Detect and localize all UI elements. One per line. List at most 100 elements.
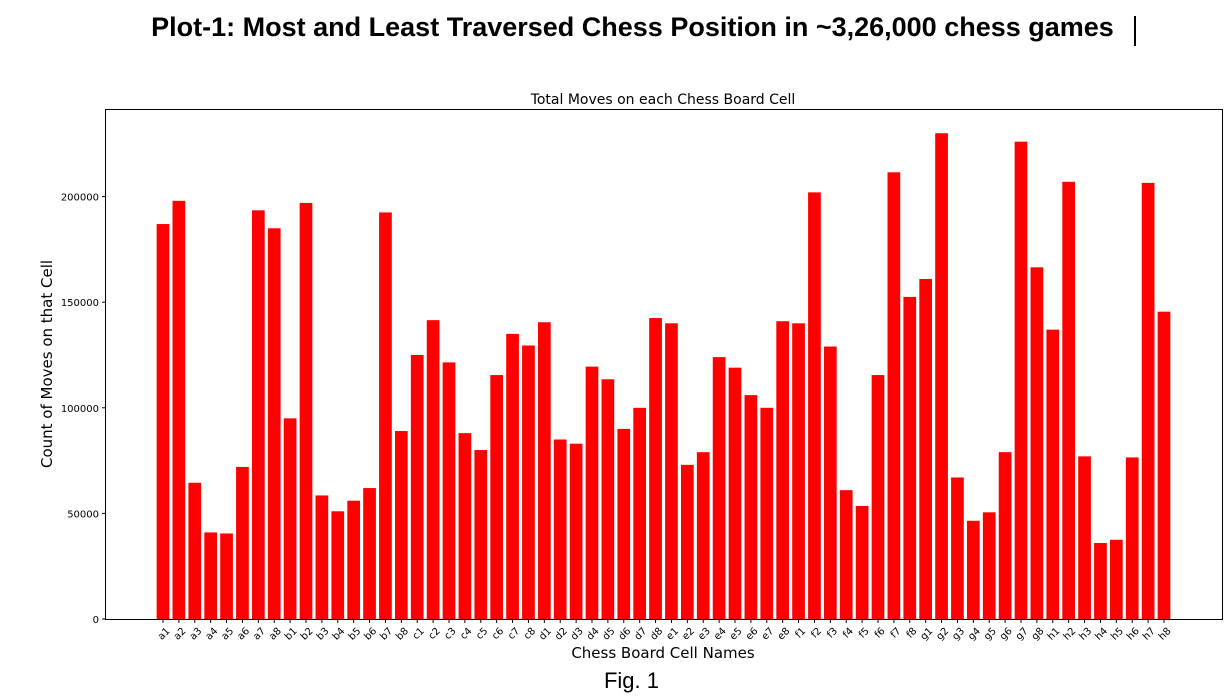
figure-caption: Fig. 1	[603, 668, 660, 693]
chart-title: Total Moves on each Chess Board Cell	[530, 92, 796, 108]
bar-g3	[951, 477, 964, 619]
x-tick-label: d4	[585, 626, 602, 643]
x-tick-label: d5	[601, 626, 618, 643]
bar-a5	[220, 533, 233, 619]
x-tick-label: b6	[362, 626, 379, 643]
bar-e6	[744, 395, 758, 619]
x-tick-label: f5	[857, 626, 872, 641]
bar-a7	[251, 210, 265, 619]
bar-a1	[156, 224, 170, 620]
bar-c4	[458, 433, 472, 619]
bar-e2	[680, 464, 694, 619]
bar-f1	[792, 323, 805, 619]
bar-d2	[553, 439, 567, 619]
x-tick-label: d6	[617, 626, 634, 643]
x-tick-label: b2	[299, 626, 316, 643]
bar-h2	[1062, 181, 1076, 619]
bar-g7	[1014, 141, 1028, 619]
figure-suptitle: Plot-1: Most and Least Traversed Chess P…	[151, 12, 1114, 42]
bar-d1	[537, 322, 551, 619]
bar-c5	[474, 450, 488, 619]
x-tick-label: h7	[1141, 626, 1158, 643]
bar-e4	[712, 357, 726, 619]
bar-h8	[1157, 311, 1171, 619]
bar-f8	[903, 296, 917, 619]
x-tick-label: c8	[522, 626, 538, 642]
x-tick-label: g5	[982, 626, 999, 643]
y-tick-label: 150000	[61, 298, 99, 309]
x-tick-label: b5	[347, 626, 364, 643]
x-tick-label: a8	[267, 626, 284, 643]
bar-h7	[1141, 182, 1155, 619]
bar-a4	[204, 532, 218, 619]
x-tick-label: b7	[378, 626, 395, 643]
bar-e1	[665, 323, 678, 619]
bar-b4	[331, 511, 345, 619]
x-tick-label: f7	[889, 626, 904, 641]
x-axis-ticks: a1 a2 a3 a4 a5 a6 a7 a8 b1 b2 b3 b4 b5 b6 b7 b8 c1 c2 c3 c4…	[156, 619, 1174, 643]
x-tick-label: g4	[966, 626, 983, 643]
bar-h1	[1046, 329, 1060, 619]
x-tick-label: f3	[825, 626, 840, 641]
bar-g8	[1030, 267, 1044, 619]
x-tick-label: e4	[712, 626, 729, 643]
bar-c6	[490, 375, 504, 619]
x-tick-label: g8	[1030, 626, 1047, 643]
bar-b5	[347, 500, 361, 619]
bar-h5	[1109, 539, 1123, 619]
bar-c3	[442, 362, 456, 619]
x-tick-label: h5	[1109, 626, 1126, 643]
x-tick-label: d2	[553, 626, 570, 643]
x-tick-label: d1	[537, 626, 554, 643]
x-tick-label: b8	[394, 626, 411, 643]
bar-h6	[1125, 457, 1139, 619]
x-tick-label: c5	[474, 626, 490, 642]
bar-f6	[871, 375, 885, 619]
bar-e7	[760, 407, 774, 619]
bar-g6	[998, 452, 1012, 619]
x-tick-label: h4	[1093, 626, 1110, 643]
x-tick-label: h8	[1157, 626, 1174, 643]
x-tick-label: g6	[998, 626, 1015, 643]
bar-d3	[569, 443, 583, 619]
x-tick-label: d7	[633, 626, 650, 643]
x-tick-label: d3	[569, 626, 586, 643]
x-axis-label: Chess Board Cell Names	[571, 644, 755, 662]
x-tick-label: f6	[873, 626, 888, 641]
bar-b1	[283, 418, 297, 619]
bar-f3	[823, 346, 837, 619]
x-tick-label: c1	[411, 626, 427, 642]
x-tick-label: a2	[172, 626, 189, 643]
y-axis-label: Count of Moves on that Cell	[38, 260, 56, 468]
bar-f5	[855, 506, 869, 619]
x-tick-label: e8	[776, 626, 793, 643]
x-tick-label: e3	[696, 626, 713, 643]
bar-c7	[506, 333, 519, 619]
bar-b8	[394, 431, 408, 619]
x-tick-label: b1	[283, 626, 300, 643]
x-tick-label: f1	[793, 626, 808, 641]
y-axis-ticks: 0 50000 100000 150000 200000	[61, 193, 106, 626]
x-tick-label: h6	[1125, 626, 1142, 643]
bar-f7	[887, 172, 901, 620]
bar-e5	[728, 367, 742, 619]
x-tick-label: c2	[427, 626, 443, 642]
plot-area-frame	[105, 109, 1223, 620]
bar-c1	[410, 355, 424, 619]
text-cursor	[1134, 16, 1136, 46]
x-tick-label: e6	[744, 626, 761, 643]
x-tick-label: a1	[156, 626, 173, 643]
x-tick-label: a5	[220, 626, 237, 643]
bar-d7	[633, 407, 647, 619]
y-tick-label: 100000	[61, 404, 99, 415]
x-tick-label: f4	[841, 626, 856, 641]
x-tick-label: g1	[919, 626, 936, 643]
bar-h3	[1078, 456, 1091, 619]
y-tick-label: 0	[93, 615, 99, 626]
bar-g5	[982, 512, 996, 619]
x-tick-label: c3	[442, 626, 458, 642]
bar-b6	[363, 488, 376, 619]
bar-c2	[426, 320, 440, 619]
y-tick-label: 200000	[61, 193, 99, 204]
